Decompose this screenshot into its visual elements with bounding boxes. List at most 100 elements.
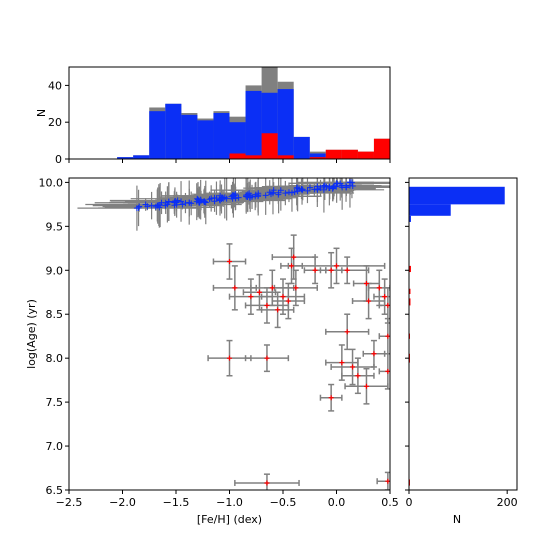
data-point bbox=[256, 289, 262, 295]
data-point bbox=[339, 360, 345, 366]
data-point bbox=[285, 298, 291, 304]
scatter-panel: −2.5 −2.0 −1.5 −1.0 −0.5 0.0 0.5 6.5 7.0 7.5 8.0 8.… bbox=[25, 176, 399, 526]
histogram-bar bbox=[341, 149, 358, 159]
data-point bbox=[232, 285, 238, 291]
data-point bbox=[264, 355, 270, 361]
data-point bbox=[244, 191, 251, 198]
histogram-bar bbox=[165, 103, 182, 159]
histogram-bar bbox=[149, 111, 166, 159]
data-point bbox=[328, 395, 334, 401]
histogram-bar bbox=[117, 157, 134, 159]
y-tick-label: 7.0 bbox=[46, 440, 64, 453]
data-point bbox=[275, 307, 281, 313]
data-point bbox=[194, 195, 201, 202]
x-axis-title: [Fe/H] (dex) bbox=[197, 513, 262, 526]
data-point bbox=[262, 192, 269, 199]
y-tick-label: 20 bbox=[48, 116, 62, 129]
x-tick-label: 0.0 bbox=[328, 496, 346, 509]
data-point bbox=[337, 180, 344, 187]
data-point bbox=[317, 184, 324, 191]
data-point bbox=[158, 199, 165, 206]
data-point bbox=[252, 193, 259, 200]
data-point bbox=[280, 294, 286, 300]
data-point bbox=[172, 198, 179, 205]
data-point bbox=[277, 187, 284, 194]
histogram-bar bbox=[277, 155, 294, 159]
data-point bbox=[206, 196, 213, 203]
data-point bbox=[350, 364, 356, 370]
data-point bbox=[299, 187, 306, 194]
data-point bbox=[270, 187, 277, 194]
data-point bbox=[264, 480, 270, 486]
histogram-bar bbox=[325, 149, 342, 159]
y-tick-label: 8.0 bbox=[46, 352, 64, 365]
data-point bbox=[382, 294, 388, 300]
data-point bbox=[291, 254, 297, 260]
y-axis-title: N bbox=[35, 109, 48, 117]
x-axis-title: N bbox=[453, 513, 461, 526]
x-tick-label: −1.0 bbox=[216, 496, 243, 509]
data-point bbox=[299, 186, 306, 193]
x-tick-label: −1.5 bbox=[163, 496, 190, 509]
data-point bbox=[334, 263, 339, 269]
data-point bbox=[328, 267, 334, 273]
y-tick-label: 9.0 bbox=[46, 264, 64, 277]
data-point bbox=[282, 190, 289, 197]
histogram-bar bbox=[213, 113, 230, 159]
data-point bbox=[165, 198, 172, 205]
data-point bbox=[329, 184, 336, 191]
histogram-bar bbox=[309, 153, 326, 159]
data-point bbox=[355, 373, 361, 379]
data-point bbox=[133, 205, 140, 212]
data-point bbox=[211, 194, 218, 201]
plot-area bbox=[77, 178, 390, 490]
histogram-bar bbox=[181, 114, 198, 159]
data-point bbox=[178, 198, 185, 205]
data-point bbox=[202, 199, 209, 206]
data-point bbox=[321, 182, 328, 189]
histogram-bar bbox=[229, 122, 246, 159]
data-point bbox=[269, 285, 275, 291]
y-tick-label: 10.0 bbox=[39, 176, 64, 189]
data-point bbox=[218, 195, 225, 202]
x-tick-label: −0.5 bbox=[270, 496, 297, 509]
histogram-bar bbox=[409, 288, 411, 295]
histogram-bar bbox=[197, 120, 214, 159]
data-point bbox=[196, 199, 203, 206]
histogram-bar bbox=[309, 157, 326, 159]
y-tick-label: 40 bbox=[48, 79, 62, 92]
right-histogram-panel: 0 200 N bbox=[405, 177, 518, 526]
scatter-axes-frame bbox=[68, 177, 391, 491]
data-point bbox=[363, 383, 369, 389]
data-point bbox=[148, 202, 155, 209]
histogram-bar bbox=[409, 265, 411, 273]
data-point bbox=[156, 204, 163, 211]
y-tick-label: 0 bbox=[55, 153, 62, 166]
data-point bbox=[248, 294, 254, 300]
histogram-bar bbox=[373, 138, 390, 159]
data-point bbox=[228, 193, 235, 200]
x-tick-label: −2.5 bbox=[56, 496, 83, 509]
data-point bbox=[312, 267, 318, 273]
y-tick-label: 8.5 bbox=[46, 308, 64, 321]
data-point bbox=[330, 183, 337, 190]
histogram-bar bbox=[277, 89, 294, 159]
data-point bbox=[144, 203, 151, 210]
histogram-bar bbox=[293, 136, 310, 159]
data-point bbox=[179, 201, 186, 208]
right-axes-frame bbox=[408, 177, 518, 491]
data-point bbox=[363, 280, 369, 286]
data-point bbox=[346, 182, 353, 189]
data-point bbox=[288, 189, 295, 196]
histogram-bar bbox=[409, 186, 505, 205]
data-point bbox=[186, 199, 193, 206]
data-point bbox=[304, 187, 311, 194]
data-point bbox=[295, 185, 302, 192]
data-point bbox=[275, 191, 282, 198]
data-point bbox=[201, 198, 208, 205]
data-point bbox=[344, 329, 350, 335]
data-point bbox=[306, 184, 313, 191]
data-point bbox=[314, 183, 321, 190]
data-point bbox=[291, 188, 298, 195]
